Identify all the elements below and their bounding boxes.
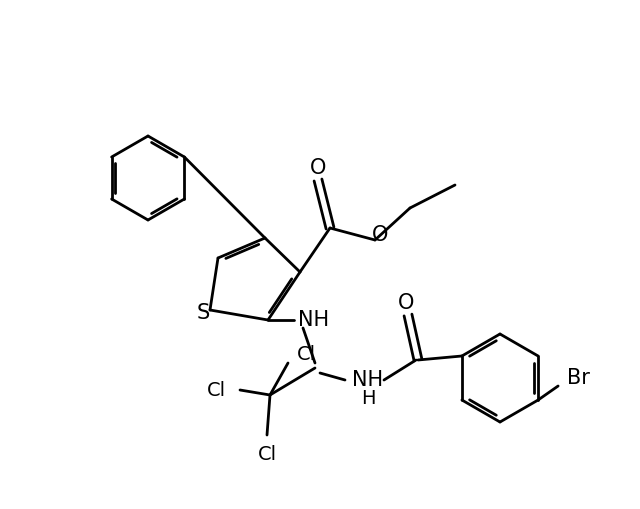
Text: O: O	[310, 158, 326, 178]
Text: Br: Br	[566, 368, 589, 388]
Text: Cl: Cl	[296, 346, 316, 364]
Text: O: O	[398, 293, 414, 313]
Text: O: O	[372, 225, 388, 245]
Text: S: S	[196, 303, 210, 323]
Text: Cl: Cl	[257, 445, 276, 465]
Text: NH: NH	[353, 370, 383, 390]
Text: H: H	[361, 388, 375, 408]
Text: Cl: Cl	[207, 381, 225, 400]
Text: NH: NH	[298, 310, 330, 330]
